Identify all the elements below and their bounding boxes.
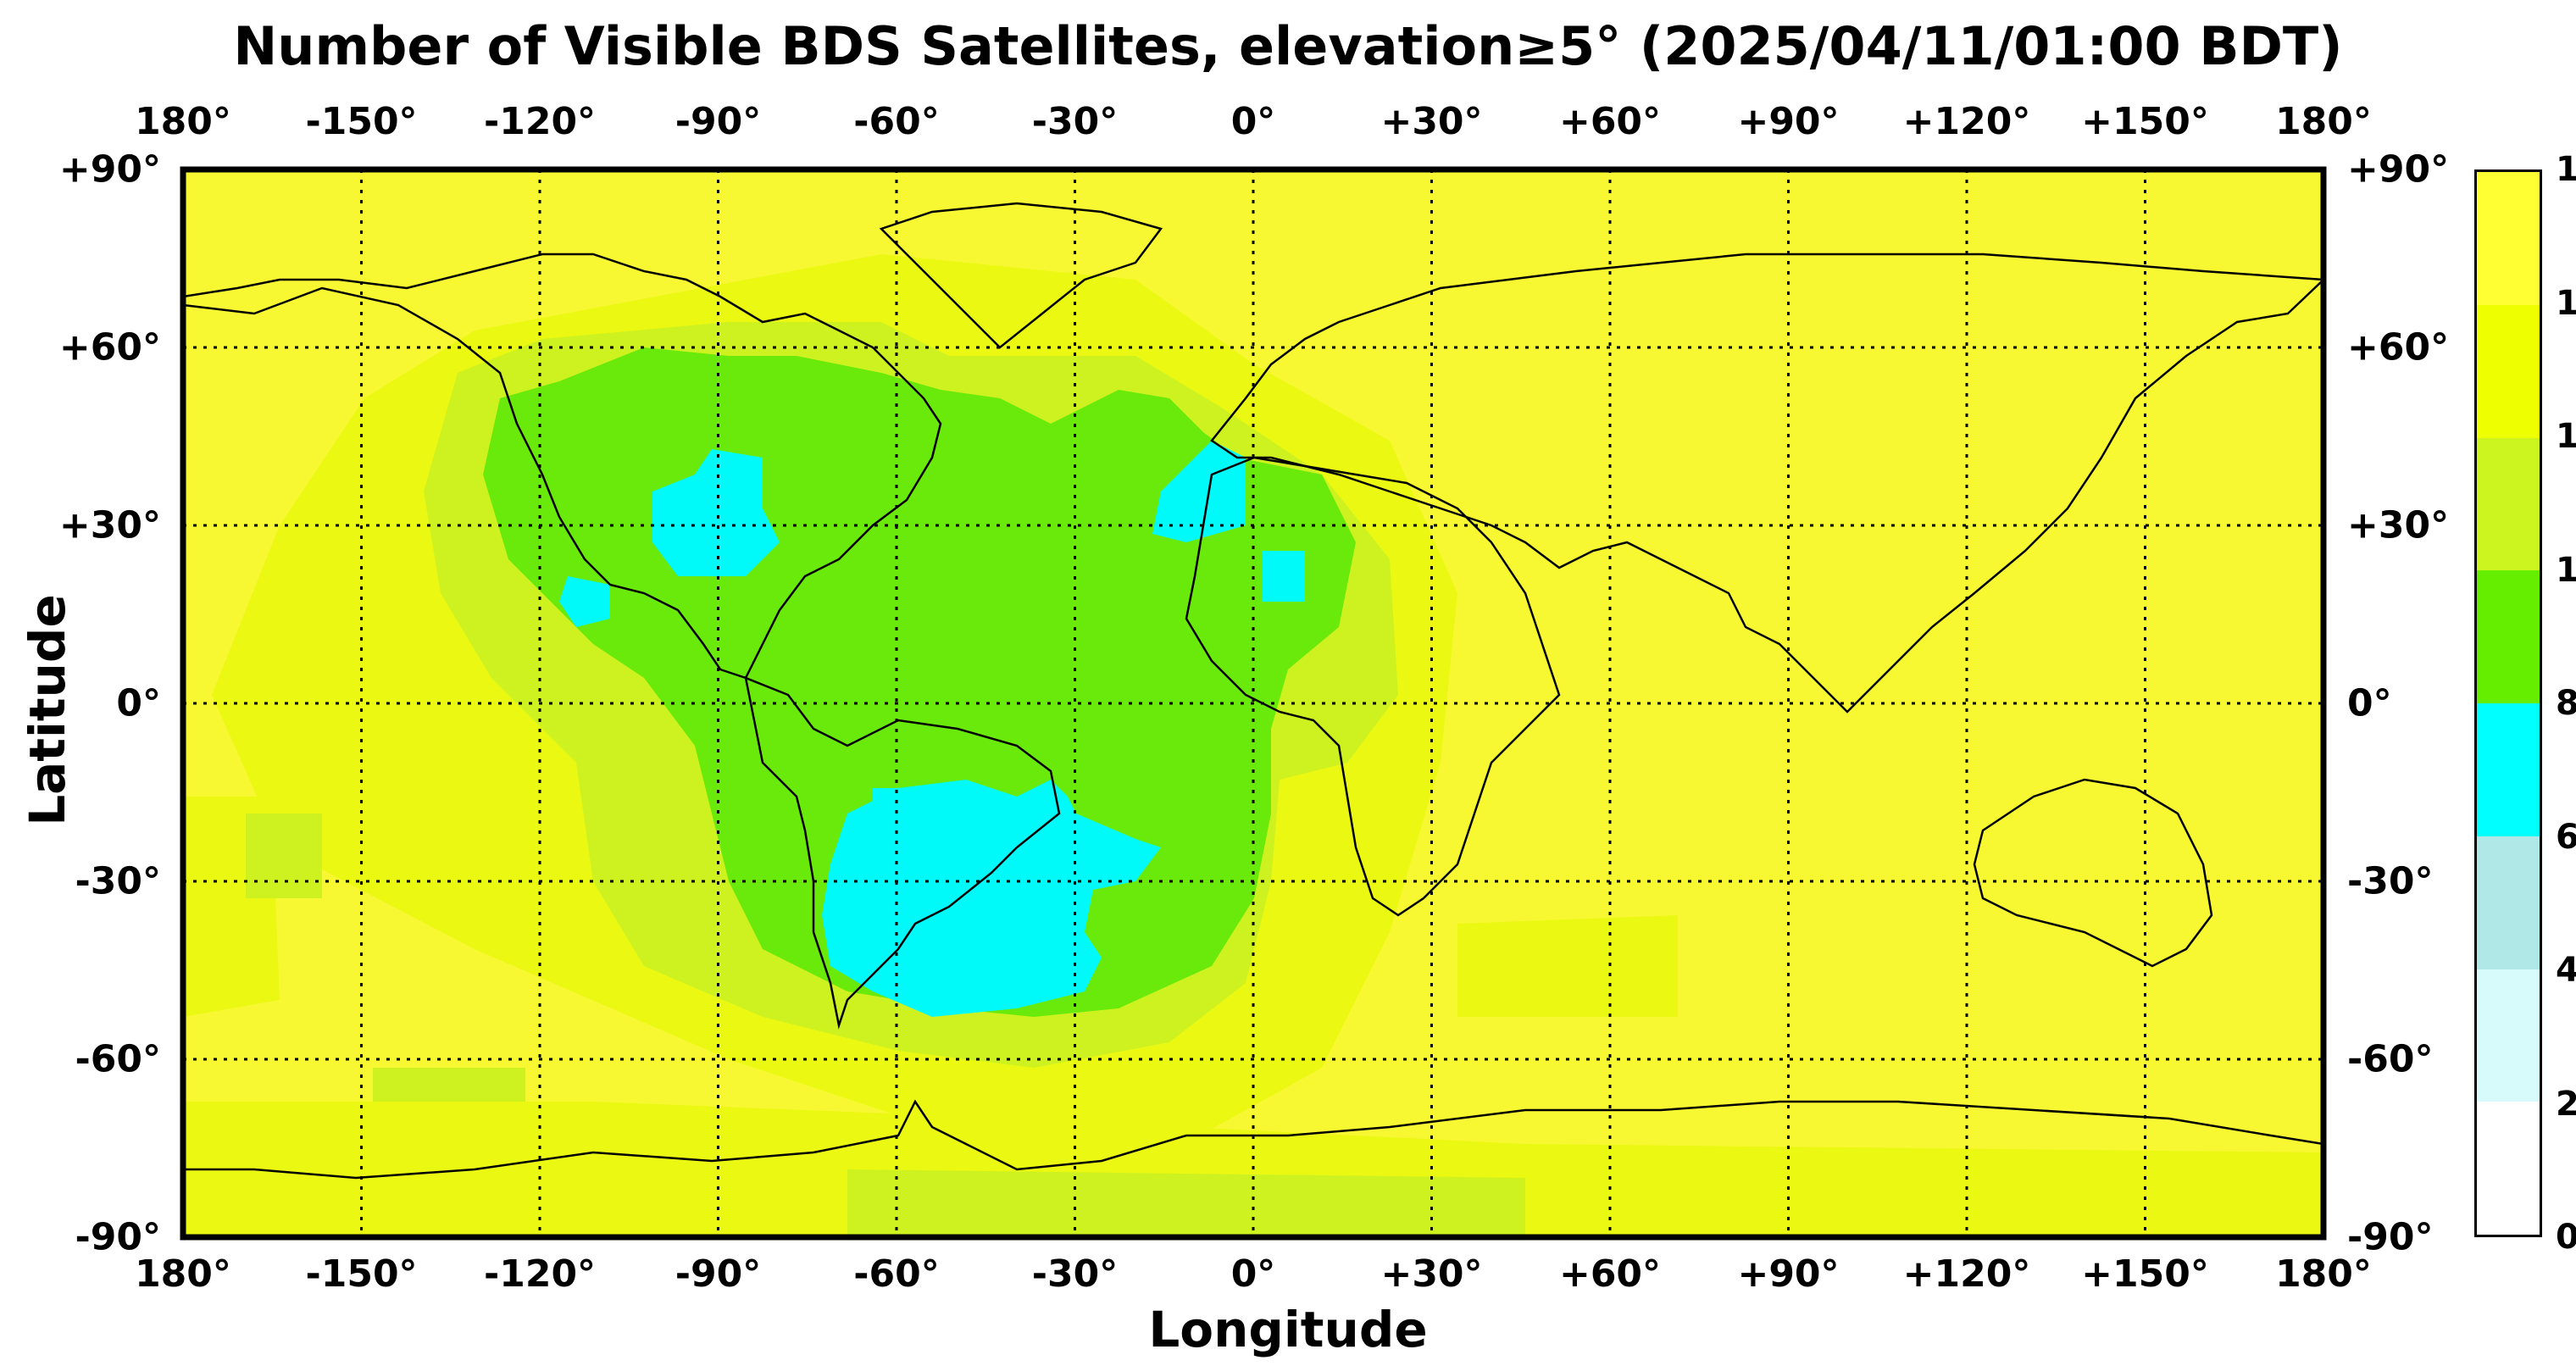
lon-tick-top: +120° [1902, 100, 2031, 143]
lat-tick-right: +90° [2347, 147, 2450, 192]
colorbar-tick: 0 [2556, 1218, 2576, 1257]
lon-tick-bottom: +30° [1380, 1252, 1483, 1296]
lon-tick-top: +60° [1558, 100, 1662, 143]
colorbar-tick: 10 [2556, 550, 2576, 590]
lat-tick-left: -60° [75, 1037, 162, 1081]
colorbar-segment-10-12 [2477, 437, 2540, 571]
lon-tick-top: -30° [1031, 100, 1119, 143]
lon-tick-bottom: +150° [2081, 1252, 2209, 1296]
lon-tick-top: -60° [853, 100, 940, 143]
colorbar-tick: 2 [2556, 1084, 2576, 1124]
lon-tick-top: +150° [2081, 100, 2209, 143]
lat-tick-right: -90° [2347, 1215, 2434, 1259]
colorbar-tick: 14 [2556, 283, 2576, 323]
lon-tick-top: -90° [675, 100, 762, 143]
lat-tick-right: +30° [2347, 503, 2450, 547]
lon-tick-bottom: +90° [1737, 1252, 1840, 1296]
x-axis-label: Longitude [1148, 1301, 1428, 1358]
lon-tick-top: +30° [1380, 100, 1483, 143]
colorbar-tick: 6 [2556, 817, 2576, 857]
grid-lines [183, 169, 2323, 1237]
lat-tick-left: +60° [58, 325, 161, 369]
colorbar [2474, 169, 2542, 1237]
lat-tick-left: +90° [58, 147, 161, 192]
lon-tick-top: +90° [1737, 100, 1840, 143]
coastlines [183, 202, 2323, 1180]
lon-tick-bottom: +120° [1902, 1252, 2031, 1296]
colorbar-segment-12-14 [2477, 304, 2540, 438]
lon-tick-top: -120° [483, 100, 597, 143]
y-axis-label: Latitude [19, 594, 76, 826]
colorbar-segment-0-2 [2477, 1102, 2540, 1235]
colorbar-segment-4-6 [2477, 836, 2540, 969]
colorbar-tick: 12 [2556, 417, 2576, 456]
lon-tick-bottom: 180° [135, 1252, 231, 1296]
lon-tick-bottom: 180° [2275, 1252, 2372, 1296]
colorbar-tick: 8 [2556, 684, 2576, 723]
lon-tick-bottom: -30° [1031, 1252, 1119, 1296]
plot-frame [180, 166, 2327, 1241]
lat-tick-left: 0° [116, 681, 161, 725]
lon-tick-top: 180° [2275, 100, 2372, 143]
lat-tick-left: -90° [75, 1215, 162, 1259]
lat-tick-right: +60° [2347, 325, 2450, 369]
lon-tick-bottom: 0° [1230, 1252, 1276, 1296]
lon-tick-bottom: -60° [853, 1252, 940, 1296]
lat-tick-right: 0° [2347, 681, 2392, 725]
lon-tick-top: -150° [305, 100, 418, 143]
colorbar-segment-8-10 [2477, 570, 2540, 703]
colorbar-tick: 16 [2556, 150, 2576, 189]
lat-tick-right: -60° [2347, 1037, 2434, 1081]
lon-tick-bottom: -90° [675, 1252, 762, 1296]
lon-tick-bottom: -120° [483, 1252, 597, 1296]
page-title: Number of Visible BDS Satellites, elevat… [233, 15, 2343, 77]
lon-tick-top: 0° [1230, 100, 1276, 143]
visibility-zone-8 [559, 441, 1305, 1017]
lat-tick-right: -30° [2347, 859, 2434, 903]
colorbar-tick: 4 [2556, 951, 2576, 990]
colorbar-segment-14-16 [2477, 172, 2540, 305]
colorbar-segment-6-8 [2477, 703, 2540, 836]
lat-tick-left: +30° [58, 503, 161, 547]
lon-tick-bottom: +60° [1558, 1252, 1662, 1296]
lon-tick-top: 180° [135, 100, 231, 143]
lon-tick-bottom: -150° [305, 1252, 418, 1296]
colorbar-segment-2-4 [2477, 969, 2540, 1102]
lat-tick-left: -30° [75, 859, 162, 903]
